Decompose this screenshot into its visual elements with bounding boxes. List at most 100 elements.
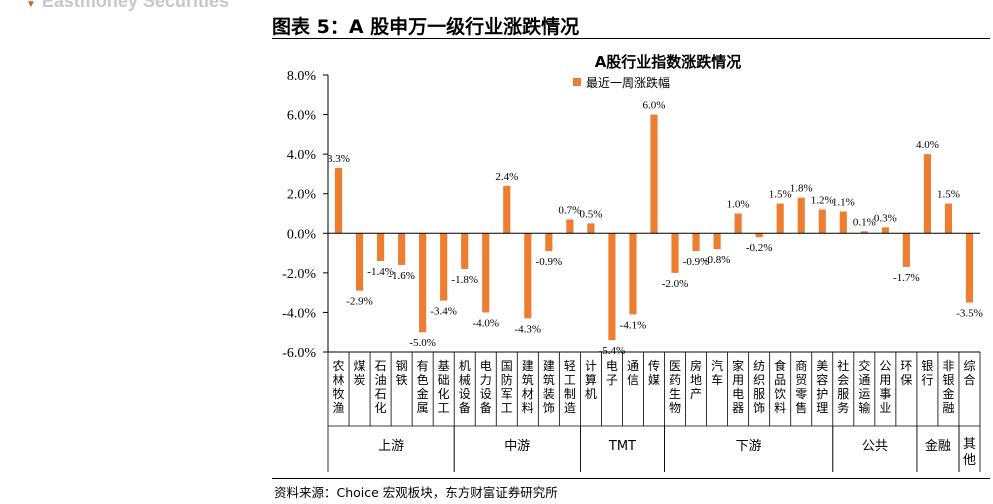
y-axis: 8.0% 6.0% 4.0% 2.0% 0.0% -2.0% -4.0% -6.0% bbox=[282, 69, 329, 361]
bar bbox=[671, 233, 679, 273]
group-label: 中游 bbox=[504, 439, 530, 454]
category-label: 石油石化 bbox=[375, 359, 387, 415]
bar bbox=[566, 219, 574, 234]
data-label: 3.3% bbox=[327, 153, 350, 165]
company-logo: ▼ Eastmoney Securities bbox=[26, 0, 229, 12]
bar bbox=[545, 233, 553, 252]
bar bbox=[503, 185, 511, 234]
category-label: 环保 bbox=[900, 359, 912, 387]
data-label: -5.0% bbox=[409, 337, 436, 349]
category-label: 煤炭 bbox=[354, 359, 366, 387]
data-label: -0.9% bbox=[536, 256, 563, 268]
data-label: -0.9% bbox=[683, 256, 710, 268]
bar bbox=[398, 233, 406, 265]
category-label: 建筑材料 bbox=[522, 359, 534, 415]
bar bbox=[608, 233, 616, 341]
data-label: -2.9% bbox=[346, 296, 373, 308]
category-label: 轻工制造 bbox=[564, 359, 576, 415]
category-label: 计算机 bbox=[585, 359, 597, 401]
bar bbox=[965, 233, 974, 303]
data-label: -1.4% bbox=[367, 266, 394, 278]
bar bbox=[797, 197, 805, 234]
bar bbox=[419, 233, 427, 333]
x-axis: 农林牧渔煤炭石油石化钢铁有色金属基础化工机械设备电力设备国防军工建筑材料建筑装饰… bbox=[327, 232, 981, 472]
legend-swatch bbox=[573, 78, 581, 86]
title-rule bbox=[272, 38, 990, 39]
bar bbox=[524, 233, 532, 319]
group-label: 公共 bbox=[862, 439, 888, 454]
data-label: -4.3% bbox=[515, 323, 542, 335]
group-label: TMT bbox=[608, 439, 636, 454]
data-label: 0.1% bbox=[853, 216, 876, 228]
bar bbox=[713, 233, 721, 250]
logo-text: Eastmoney Securities bbox=[41, 0, 229, 11]
bar bbox=[755, 233, 763, 238]
data-label: -4.1% bbox=[620, 319, 647, 331]
category-label: 纺织服饰 bbox=[753, 359, 765, 415]
bar bbox=[650, 114, 658, 234]
category-label: 基础化工 bbox=[438, 359, 450, 415]
y-tick-label: 4.0% bbox=[287, 148, 317, 163]
category-label: 房地产 bbox=[690, 358, 702, 401]
group-label: 上游 bbox=[378, 439, 404, 454]
legend-label: 最近一周涨跌幅 bbox=[586, 75, 670, 90]
category-label: 家用电器 bbox=[732, 358, 744, 415]
data-label: 1.5% bbox=[769, 189, 792, 201]
bar bbox=[482, 233, 490, 313]
footer-rule bbox=[272, 478, 990, 479]
category-label: 钢铁 bbox=[396, 359, 408, 387]
y-tick-label: 2.0% bbox=[287, 188, 317, 203]
logo-mark-icon: ▼ bbox=[26, 0, 36, 10]
data-label: 6.0% bbox=[643, 100, 666, 112]
data-label: -0.8% bbox=[704, 254, 731, 266]
y-tick-label: -6.0% bbox=[282, 346, 316, 361]
category-label: 商贸零售 bbox=[795, 358, 807, 415]
category-label: 通信 bbox=[627, 359, 639, 387]
bar bbox=[461, 233, 469, 269]
category-label: 建筑装饰 bbox=[543, 359, 555, 415]
data-label: 1.5% bbox=[937, 189, 960, 201]
bar bbox=[923, 154, 931, 234]
category-label: 银行 bbox=[921, 359, 933, 387]
source-note: 资料来源：Choice 宏观板块，东方财富证券研究所 bbox=[274, 485, 558, 500]
bar bbox=[377, 233, 385, 261]
y-tick-label: 6.0% bbox=[287, 109, 317, 124]
bar bbox=[692, 233, 700, 252]
data-label: -3.4% bbox=[430, 306, 457, 318]
data-label: -5.4% bbox=[599, 345, 626, 357]
bar bbox=[587, 223, 595, 234]
bar bbox=[944, 203, 953, 234]
category-label: 农林牧渔 bbox=[333, 359, 345, 415]
chart-legend: 最近一周涨跌幅 bbox=[573, 75, 670, 90]
chart-title: A股行业指数涨跌情况 bbox=[595, 53, 742, 71]
data-label: -4.0% bbox=[472, 317, 499, 329]
data-label: 0.7% bbox=[558, 204, 581, 216]
bar bbox=[440, 233, 448, 301]
bar bbox=[734, 213, 742, 234]
category-label: 食品饮料 bbox=[774, 358, 786, 415]
y-tick-label: 8.0% bbox=[287, 69, 317, 84]
data-label: -2.0% bbox=[662, 278, 689, 290]
bar bbox=[881, 227, 889, 234]
category-label: 有色金属 bbox=[417, 359, 429, 415]
category-label: 交通运输 bbox=[858, 358, 870, 415]
data-label: -1.6% bbox=[388, 270, 415, 282]
data-label: 1.0% bbox=[727, 199, 750, 211]
data-label: -1.7% bbox=[893, 272, 920, 284]
y-tick-label: 0.0% bbox=[287, 227, 317, 242]
group-label: 下游 bbox=[736, 439, 762, 454]
category-label: 汽车 bbox=[711, 358, 723, 387]
data-label: -0.2% bbox=[746, 242, 773, 254]
bar bbox=[355, 233, 364, 291]
category-label: 综合 bbox=[963, 359, 975, 387]
category-label: 国防军工 bbox=[501, 359, 513, 415]
data-label: 1.2% bbox=[811, 195, 834, 207]
data-label: 4.0% bbox=[916, 139, 939, 151]
data-label: 2.4% bbox=[495, 171, 518, 183]
category-label: 社会服务 bbox=[837, 358, 849, 415]
bar bbox=[334, 167, 343, 234]
data-label: 0.5% bbox=[579, 208, 602, 220]
bar-series: 3.3% -2.9% -1.4%-1.6% -5.0% -3.4% -1.8% -4.0% 2… bbox=[327, 100, 983, 358]
category-label: 美容护理 bbox=[816, 359, 828, 415]
bar bbox=[818, 209, 826, 234]
